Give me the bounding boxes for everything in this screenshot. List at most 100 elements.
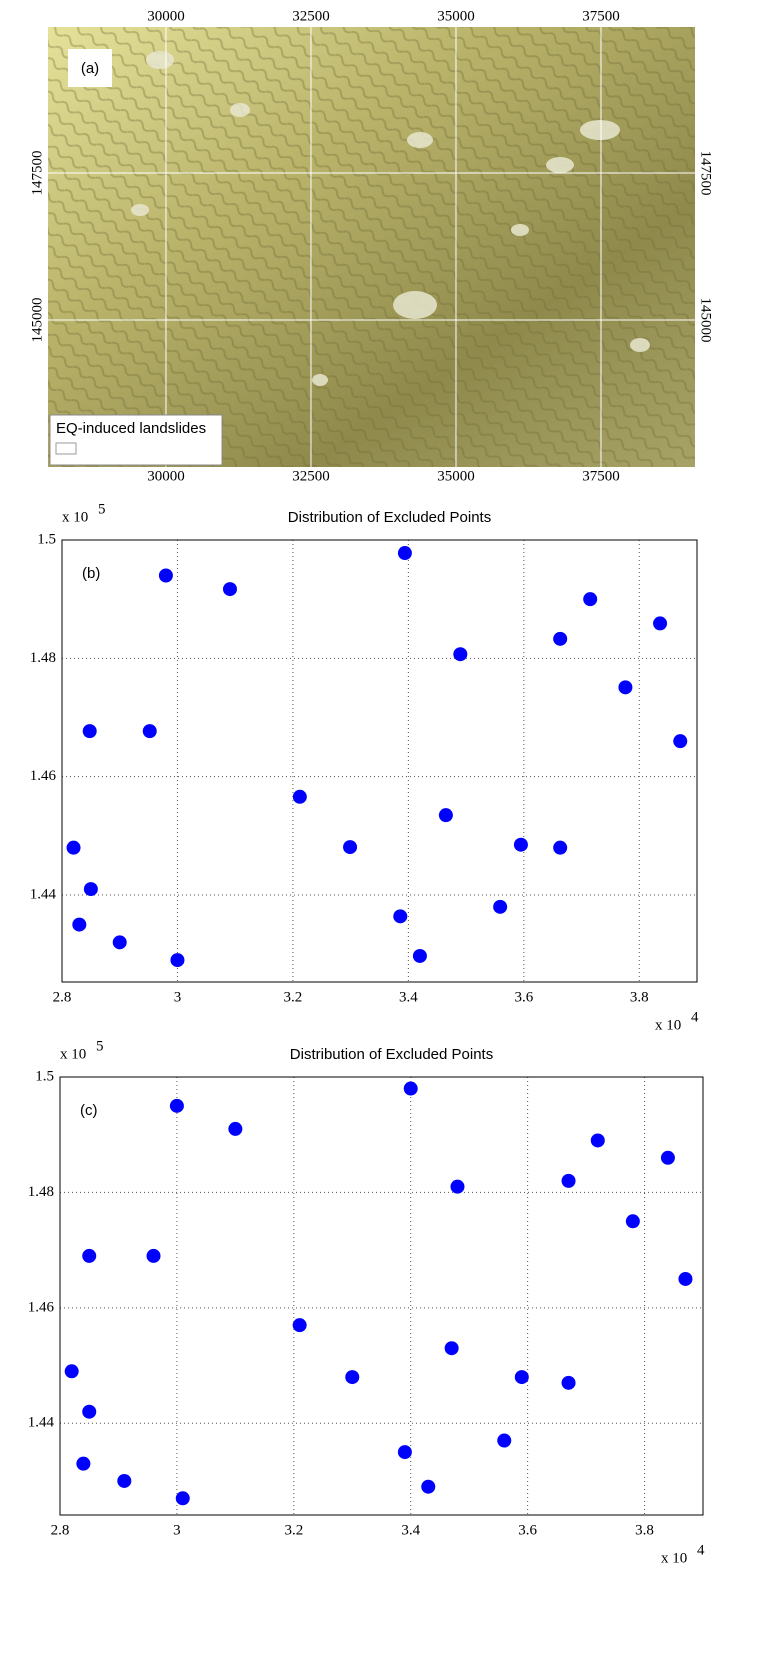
axes-frame [59,1076,704,1516]
y-tick-label: 1.46 [28,1299,55,1315]
excluded-point [175,1491,190,1506]
excluded-point [397,546,412,561]
y-scale-exp: 5 [98,501,106,517]
map-relief [48,27,695,467]
excluded-point [590,1133,605,1148]
plot-area [60,1077,703,1515]
landslide-patch [546,157,574,173]
excluded-point [228,1121,243,1136]
legend-box [49,414,223,466]
x-tick-label: 3.6 [514,989,533,1005]
x-scale-exp: 4 [697,1542,705,1558]
excluded-point [444,1341,459,1356]
excluded-point [421,1479,436,1494]
y-tick-label-left: 145000 [29,298,45,343]
y-tick-label: 1.44 [28,1415,55,1431]
excluded-point [561,1375,576,1390]
excluded-point [82,1248,97,1263]
excluded-point [514,1370,529,1385]
excluded-point [72,917,87,932]
landslide-patch [630,338,650,352]
x-scale-base: x 10 [661,1550,687,1566]
x-tick-label: 3.8 [635,1522,654,1538]
excluded-point [222,582,237,597]
x-tick-label: 3.4 [401,1522,420,1538]
x-tick-label: 3.4 [399,989,418,1005]
chart-title: Distribution of Excluded Points [288,509,491,526]
excluded-point [561,1173,576,1188]
excluded-point [170,953,185,968]
excluded-point [292,1318,307,1333]
x-tick-label: 3.8 [630,989,649,1005]
plot-area [62,540,697,982]
excluded-point [497,1433,512,1448]
y-tick-label: 1.48 [30,650,56,666]
excluded-point [513,837,528,852]
landslide-patch [511,224,529,236]
panel-label: (a) [81,60,99,77]
panel-label: (b) [82,565,100,582]
excluded-point [553,631,568,646]
x-tick-label-bottom: 37500 [582,468,620,484]
y-tick-label-right: 145000 [698,298,714,343]
x-tick-label: 3.6 [518,1522,537,1538]
x-tick-label: 3.2 [284,1522,303,1538]
y-tick-label-left: 147500 [29,151,45,196]
excluded-point [625,1214,640,1229]
excluded-point [345,1370,360,1385]
y-tick-label: 1.5 [37,531,56,547]
landslide-patch [393,291,437,319]
excluded-point [83,882,98,897]
x-tick-label: 3 [173,1522,181,1538]
panel-label-box [68,49,112,87]
excluded-point [618,680,633,695]
x-scale-exp: 4 [691,1009,699,1025]
landslide-patch [407,132,433,148]
legend-label: EQ-induced landslides [56,420,206,437]
x-scale-base: x 10 [655,1017,681,1033]
x-tick-label-top: 35000 [437,8,475,24]
excluded-point [397,1445,412,1460]
x-tick-label: 2.8 [51,1522,70,1538]
y-scale-base: x 10 [60,1046,86,1062]
y-tick-label-right: 147500 [698,151,714,196]
y-tick-label: 1.46 [30,768,57,784]
excluded-point [678,1271,693,1286]
landslide-patch [312,374,328,386]
excluded-point [292,789,307,804]
excluded-point [493,899,508,914]
excluded-point [117,1473,132,1488]
excluded-point [403,1081,418,1096]
excluded-point [64,1364,79,1379]
legend-swatch [55,442,77,455]
excluded-point [583,592,598,607]
excluded-point [142,724,157,739]
axes-frame [61,539,698,983]
x-tick-label-top: 32500 [292,8,330,24]
landslide-patch [580,120,620,140]
excluded-point [76,1456,91,1471]
y-scale-exp: 5 [96,1038,104,1054]
landslide-patch [131,204,149,216]
excluded-point [393,909,408,924]
excluded-point [653,616,668,631]
excluded-point [146,1248,161,1263]
x-tick-label: 2.8 [53,989,72,1005]
excluded-point [112,935,127,950]
x-tick-label-bottom: 30000 [147,468,185,484]
landslide-patch [230,103,250,117]
excluded-point [82,1404,97,1419]
chart-title: Distribution of Excluded Points [290,1046,493,1063]
excluded-point [66,840,81,855]
excluded-point [343,840,358,855]
x-tick-label-bottom: 32500 [292,468,330,484]
y-tick-label: 1.44 [30,886,57,902]
x-tick-label: 3.2 [284,989,303,1005]
x-tick-label: 3 [174,989,182,1005]
excluded-point [158,568,173,583]
y-tick-label: 1.48 [28,1184,54,1200]
excluded-point [438,808,453,823]
excluded-point [82,724,97,739]
y-tick-label: 1.5 [35,1068,54,1084]
excluded-point [453,647,468,662]
